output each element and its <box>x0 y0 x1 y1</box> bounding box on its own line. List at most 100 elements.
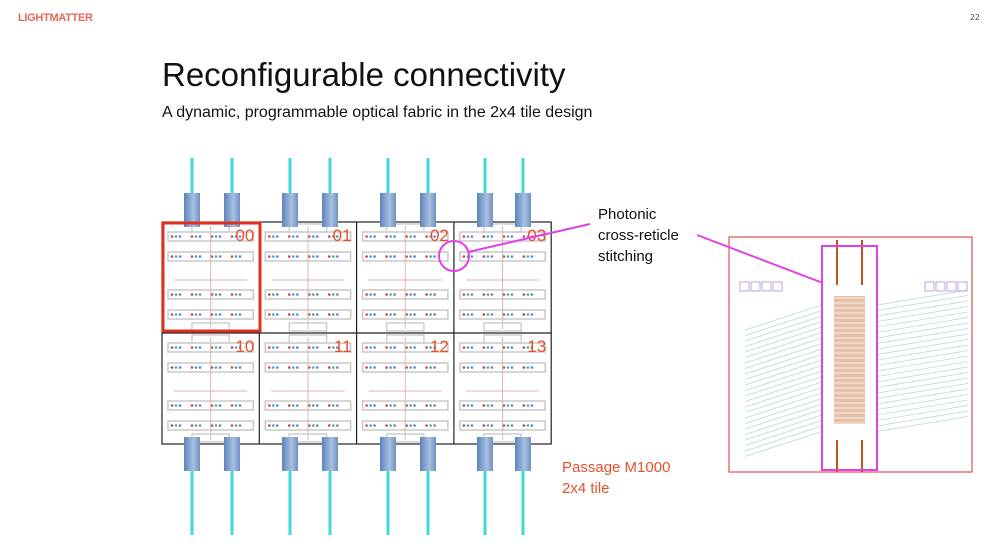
modulator-dot <box>470 293 474 296</box>
modulator-dot <box>393 235 396 238</box>
modulator-dot <box>405 346 408 349</box>
modulator-dot <box>308 346 311 349</box>
modulator-dot <box>312 255 315 258</box>
detail-waveguide <box>744 398 823 424</box>
detail-waveguide <box>876 410 969 427</box>
modulator-dot <box>409 255 412 258</box>
modulator-dot <box>490 313 494 316</box>
modulator-dot <box>490 293 494 296</box>
detail-waveguide <box>876 361 969 377</box>
modulator-dot <box>178 366 182 369</box>
modulator-dot <box>234 424 238 427</box>
modulator-dot <box>296 293 299 296</box>
modulator-dot <box>174 313 178 316</box>
detail-waveguide <box>876 306 969 322</box>
modulator-dot <box>268 313 271 316</box>
modulator-dot <box>462 255 466 258</box>
fiber-connector-bottom <box>282 437 298 471</box>
modulator-dot <box>218 255 222 258</box>
callout-line: stitching <box>598 248 654 265</box>
modulator-dot <box>214 313 218 316</box>
modulator-dot <box>170 313 174 316</box>
modulator-dot <box>486 255 490 258</box>
modulator-dot <box>198 255 202 258</box>
tile-caption: Passage M1000 2x4 tile <box>562 457 670 499</box>
modulator-dot <box>385 346 388 349</box>
modulator-dot <box>332 255 335 258</box>
modulator-dot <box>234 293 238 296</box>
modulator-dot <box>486 424 490 427</box>
modulator-dot <box>409 404 412 407</box>
modulator-dot <box>373 235 376 238</box>
modulator-dot <box>332 293 335 296</box>
modulator-dot <box>190 366 194 369</box>
modulator-dot <box>413 424 416 427</box>
modulator-dot <box>470 404 474 407</box>
fiber-connector-bottom <box>477 437 493 471</box>
modulator-dot <box>389 346 392 349</box>
modulator-dot <box>288 424 291 427</box>
detail-waveguide <box>876 317 969 333</box>
modulator-dot <box>490 235 494 238</box>
detail-waveguide <box>876 300 969 317</box>
modulator-dot <box>198 424 202 427</box>
modulator-dot <box>486 235 490 238</box>
tile-label: 12 <box>430 337 449 356</box>
detail-waveguide <box>876 372 969 388</box>
detail-waveguide <box>744 392 823 419</box>
modulator-dot <box>490 346 494 349</box>
detail-waveguide <box>744 343 823 369</box>
modulator-dot <box>413 235 416 238</box>
modulator-dot <box>296 313 299 316</box>
modulator-dot <box>214 346 218 349</box>
modulator-dot <box>218 313 222 316</box>
modulator-dot <box>174 235 178 238</box>
modulator-dot <box>292 255 295 258</box>
modulator-dot <box>530 313 534 316</box>
modulator-dot <box>332 346 335 349</box>
modulator-dot <box>238 424 242 427</box>
modulator-dot <box>409 235 412 238</box>
detail-waveguide <box>744 337 823 364</box>
detail-waveguide <box>876 355 969 372</box>
modulator-dot <box>522 313 526 316</box>
lightmatter-logo: LIGHTMATTER <box>18 12 93 24</box>
modulator-dot <box>462 293 466 296</box>
detail-leader-line <box>696 234 824 284</box>
modulator-dot <box>214 255 218 258</box>
modulator-dot <box>238 293 242 296</box>
modulator-dot <box>385 255 388 258</box>
modulator-dot <box>214 235 218 238</box>
modulator-dot <box>178 346 182 349</box>
modulator-dot <box>510 404 514 407</box>
modulator-dot <box>365 313 368 316</box>
detail-waveguide <box>744 425 823 452</box>
modulator-dot <box>296 235 299 238</box>
modulator-dot <box>385 293 388 296</box>
modulator-dot <box>190 346 194 349</box>
detail-waveguide <box>744 381 823 408</box>
fiber-connector-bottom <box>420 437 436 471</box>
modulator-dot <box>429 404 432 407</box>
modulator-dot <box>272 313 275 316</box>
modulator-dot <box>470 366 474 369</box>
modulator-dot <box>425 366 428 369</box>
modulator-dot <box>292 424 295 427</box>
detail-waveguide <box>744 359 823 386</box>
modulator-dot <box>510 424 514 427</box>
modulator-dot <box>482 366 486 369</box>
detail-waveguide <box>876 344 969 361</box>
modulator-dot <box>506 404 510 407</box>
modulator-dot <box>194 293 198 296</box>
modulator-dot <box>393 293 396 296</box>
detail-waveguide <box>744 310 823 336</box>
modulator-dot <box>506 293 510 296</box>
modulator-dot <box>328 424 331 427</box>
modulator-dot <box>413 255 416 258</box>
modulator-dot <box>276 404 279 407</box>
detail-waveguide <box>744 376 823 402</box>
modulator-dot <box>502 404 506 407</box>
modulator-dot <box>369 366 372 369</box>
modulator-dot <box>389 235 392 238</box>
